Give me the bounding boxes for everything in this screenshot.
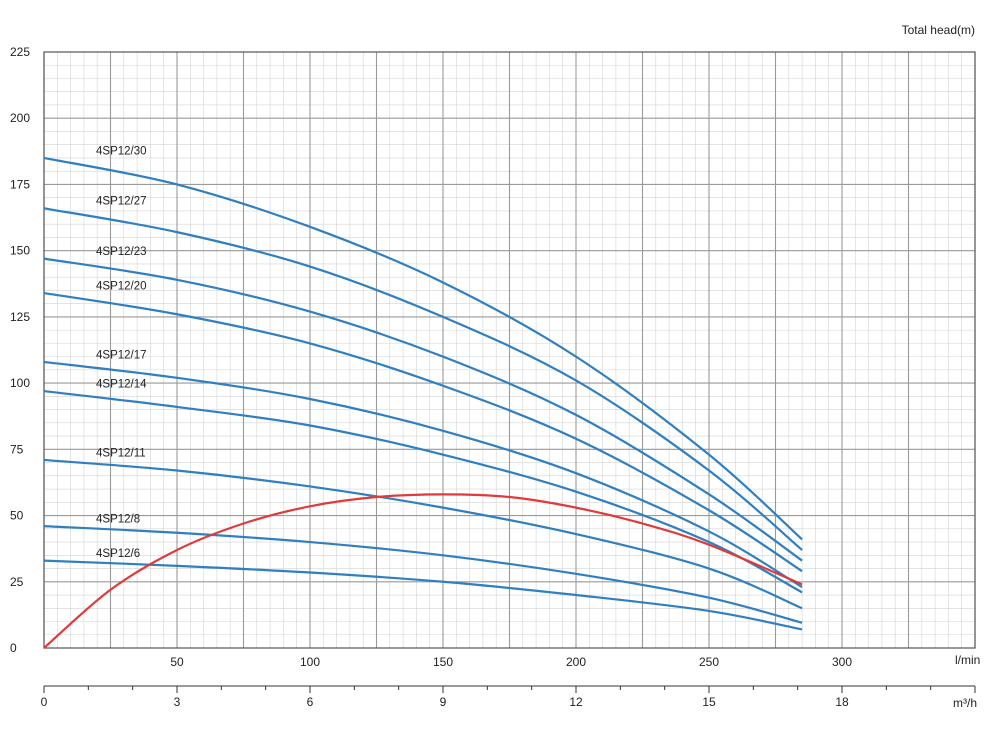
y-tick-label: 175 — [10, 177, 30, 191]
tick-labels: 0 25 50 75 100 125 150 175 200 225 50 100 150 200 250 3… — [10, 45, 852, 669]
y-tick-label: 100 — [10, 376, 30, 390]
x-tick-label: 50 — [170, 655, 184, 669]
series-label: 4SP12/20 — [96, 280, 147, 292]
series-label: 4SP12/6 — [96, 548, 140, 560]
series-line-4sp12-20 — [43, 291, 803, 573]
y-tick-label: 150 — [10, 244, 30, 258]
x-tick-label: 100 — [300, 655, 320, 669]
x-tick-label: 250 — [699, 655, 719, 669]
efficiency-curve — [43, 493, 803, 649]
series-label: 4SP12/23 — [96, 246, 147, 258]
series-label: 4SP12/27 — [96, 196, 147, 208]
secondary-x-tick-label: 12 — [569, 695, 583, 709]
major-gridlines — [43, 51, 976, 649]
series-line-4sp12-11 — [43, 458, 803, 610]
x-tick-label: 150 — [433, 655, 453, 669]
series-line-4sp12-30 — [43, 156, 803, 541]
labels-layer: 4SP12/30 4SP12/27 4SP12/23 4SP12/20 4SP12/17… — [96, 145, 147, 560]
y-tick-label: 125 — [10, 310, 30, 324]
secondary-x-tick-label: 0 — [41, 695, 48, 709]
plot-frame — [43, 51, 976, 649]
secondary-axis: 0 3 6 9 12 15 18 — [41, 685, 976, 709]
x-tick-label: 300 — [832, 655, 852, 669]
secondary-x-tick-label: 15 — [702, 695, 716, 709]
series-line-4sp12-27 — [43, 207, 803, 551]
y-tick-label: 50 — [10, 509, 24, 523]
series-line-4sp12-6 — [43, 559, 803, 631]
x-tick-label: 200 — [566, 655, 586, 669]
y-tick-label: 225 — [10, 45, 30, 59]
series-label: 4SP12/17 — [96, 349, 147, 361]
series-label: 4SP12/8 — [96, 514, 140, 526]
secondary-x-tick-label: 18 — [835, 695, 849, 709]
y-tick-label: 0 — [10, 641, 17, 655]
series-label: 4SP12/11 — [96, 447, 146, 459]
y-tick-label: 75 — [10, 442, 24, 456]
series-line-4sp12-14 — [43, 389, 803, 594]
secondary-x-tick-label: 6 — [307, 695, 314, 709]
y-axis-title: Total head(m) — [902, 23, 975, 37]
series-label: 4SP12/14 — [96, 378, 147, 390]
secondary-x-tick-label: 3 — [174, 695, 181, 709]
y-tick-label: 200 — [10, 111, 30, 125]
y-tick-label: 25 — [10, 575, 24, 589]
series-layer — [43, 156, 803, 649]
series-label: 4SP12/30 — [96, 145, 147, 157]
series-line-4sp12-17 — [43, 360, 803, 589]
x-axis-title: l/min — [955, 653, 980, 667]
secondary-x-axis-title: m³/h — [953, 696, 977, 710]
secondary-x-tick-label: 9 — [440, 695, 447, 709]
series-line-4sp12-23 — [43, 257, 803, 562]
series-line-4sp12-8 — [43, 525, 803, 624]
